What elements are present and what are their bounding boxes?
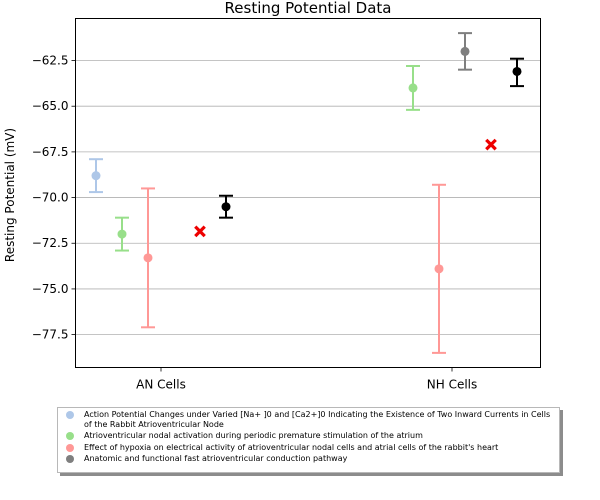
- legend-item: Effect of hypoxia on electrical activity…: [64, 443, 555, 453]
- data-point: [512, 66, 522, 76]
- y-tick-label: −75.0: [32, 282, 69, 296]
- data-point: [143, 253, 153, 263]
- legend: Action Potential Changes under Varied [N…: [57, 407, 560, 473]
- data-point-x-marker: [485, 138, 497, 151]
- legend-item: Atrioventricular nodal activation during…: [64, 431, 555, 441]
- y-tick-label: −77.5: [32, 328, 69, 342]
- legend-label: Atrioventricular nodal activation during…: [84, 431, 423, 441]
- data-point: [221, 202, 231, 212]
- y-axis-label: Resting Potential (mV): [3, 128, 17, 262]
- data-point: [91, 171, 101, 181]
- data-point: [460, 46, 470, 56]
- x-tick-label: AN Cells: [136, 378, 186, 392]
- chart: −62.5 −65.0 −67.5 −70.0 −72.5 −75.0 −77.5 AN Ce…: [3, 0, 541, 392]
- x-marker-stroke: [194, 225, 206, 238]
- y-tick-label: −72.5: [32, 236, 69, 250]
- y-tick-label: −65.0: [32, 99, 69, 113]
- x-marker-stroke: [485, 138, 497, 151]
- data-point-x-marker: [194, 225, 206, 238]
- plot-area-frame: [75, 18, 541, 368]
- legend-swatch: [66, 455, 74, 464]
- data-point: [434, 264, 444, 274]
- legend-label: Anatomic and functional fast atrioventri…: [84, 454, 348, 464]
- x-tick-label: NH Cells: [427, 378, 478, 392]
- y-tick-label: −62.5: [32, 54, 69, 68]
- axis-ticks: −62.5 −65.0 −67.5 −70.0 −72.5 −75.0 −77.5 AN Ce…: [32, 54, 478, 392]
- y-tick-label: −67.5: [32, 145, 69, 159]
- legend-item: Anatomic and functional fast atrioventri…: [64, 454, 555, 464]
- data-point: [117, 229, 127, 239]
- chart-title: Resting Potential Data: [225, 0, 392, 17]
- legend-item: Action Potential Changes under Varied [N…: [64, 410, 555, 429]
- legend-swatch: [66, 443, 74, 452]
- y-tick-label: −70.0: [32, 191, 69, 205]
- grid: [75, 60, 541, 336]
- data-point: [408, 83, 418, 93]
- legend-swatch: [66, 411, 74, 419]
- legend-swatch: [66, 432, 74, 441]
- legend-label: Action Potential Changes under Varied [N…: [84, 410, 551, 429]
- legend-label: Effect of hypoxia on electrical activity…: [84, 442, 499, 452]
- data-markers: [91, 46, 522, 274]
- error-bars: [89, 32, 524, 354]
